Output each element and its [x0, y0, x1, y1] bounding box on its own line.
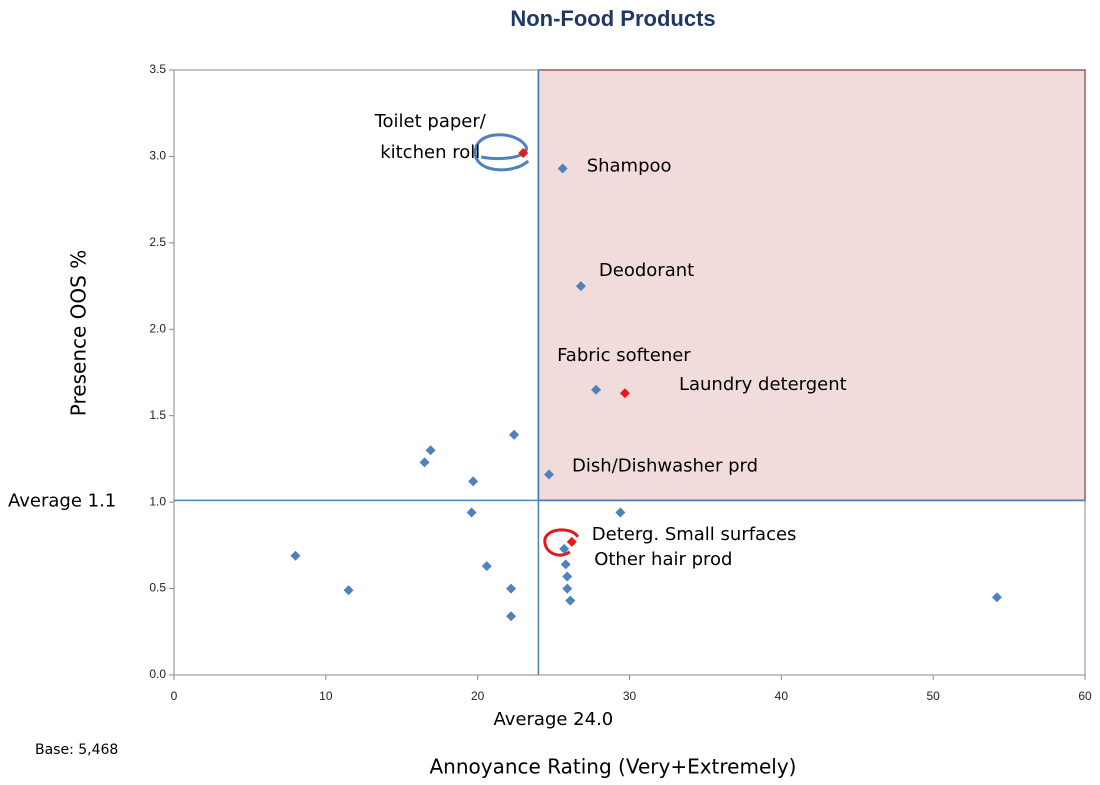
annotation-circle	[543, 528, 580, 557]
point	[518, 147, 529, 158]
point	[565, 595, 576, 606]
point	[562, 571, 573, 582]
point-label: Other hair prod	[594, 549, 732, 570]
highlight-region	[537, 69, 1086, 502]
y-tick-label: 0.5	[149, 581, 166, 595]
average-label: Average 1.1	[8, 490, 116, 511]
point	[557, 163, 568, 174]
point	[509, 429, 520, 440]
point-label: Toilet paper/kitchen roll	[374, 111, 487, 163]
y-tick-label: 3.0	[149, 149, 166, 163]
y-tick-label: 2.0	[149, 321, 166, 335]
y-tick-label: 1.0	[149, 494, 166, 508]
point-label: Deodorant	[599, 260, 694, 281]
note: Base: 5,468	[35, 742, 118, 758]
chart-title: Non-Food Products	[510, 6, 715, 31]
y-tick-label: 3.5	[149, 62, 166, 76]
x-tick-label: 30	[623, 689, 637, 703]
point	[991, 592, 1002, 603]
point	[562, 583, 573, 594]
y-tick-label: 2.5	[149, 235, 166, 249]
x-tick-label: 0	[171, 689, 178, 703]
point-label: Deterg. Small surfaces	[592, 524, 797, 545]
point	[560, 559, 571, 570]
y-tick-label: 0.0	[149, 667, 166, 681]
point	[425, 445, 436, 456]
point	[466, 507, 477, 518]
point-label: Laundry detergent	[679, 374, 847, 395]
annotation-circle	[473, 133, 530, 172]
x-tick-label: 20	[471, 689, 485, 703]
point	[468, 476, 479, 487]
y-tick-label: 1.5	[149, 408, 166, 422]
x-tick-label: 60	[1078, 689, 1092, 703]
point	[591, 384, 602, 395]
point	[481, 561, 492, 572]
point	[506, 611, 517, 622]
x-tick-label: 50	[926, 689, 940, 703]
point	[619, 388, 630, 399]
point-label: Shampoo	[587, 156, 672, 177]
point	[343, 585, 354, 596]
point	[559, 543, 570, 554]
point	[506, 583, 517, 594]
point	[544, 469, 555, 480]
x-tick-label: 10	[319, 689, 333, 703]
y-axis-label: Presence OOS %	[67, 250, 91, 416]
average-label: Average 24.0	[494, 709, 614, 730]
point	[566, 536, 577, 547]
x-axis-label: Annoyance Rating (Very+Extremely)	[430, 755, 797, 779]
point	[615, 507, 626, 518]
x-tick-label: 40	[775, 689, 789, 703]
point	[419, 457, 430, 468]
point	[290, 550, 301, 561]
point	[575, 281, 586, 292]
point-label: Fabric softener	[557, 345, 691, 366]
point-label: Dish/Dishwasher prd	[572, 455, 758, 476]
